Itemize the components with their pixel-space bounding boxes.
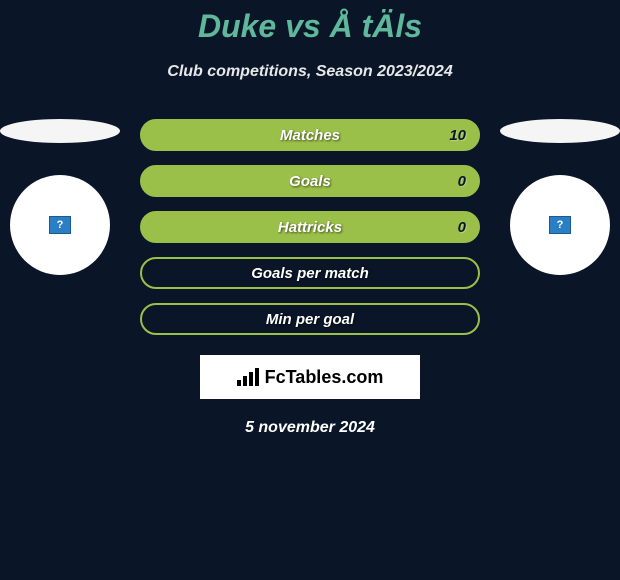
brand-text: FcTables.com [265, 367, 384, 388]
chart-icon [237, 368, 259, 386]
page-title: Duke vs Å tÄls [198, 8, 422, 45]
stat-label: Hattricks [278, 219, 342, 236]
stat-label: Min per goal [266, 311, 354, 328]
left-player-name-pill [0, 119, 120, 143]
stat-value: 0 [458, 219, 466, 236]
footer-date: 5 november 2024 [245, 419, 375, 437]
question-icon: ? [49, 216, 71, 234]
right-player-avatar: ? [510, 175, 610, 275]
right-player-col: ? [500, 119, 620, 275]
stat-row-hattricks: Hattricks 0 [140, 211, 480, 243]
stat-value: 10 [449, 127, 466, 144]
left-player-avatar: ? [10, 175, 110, 275]
stat-value: 0 [458, 173, 466, 190]
stat-row-min-per-goal: Min per goal [140, 303, 480, 335]
question-icon: ? [549, 216, 571, 234]
stat-label: Goals per match [251, 265, 369, 282]
stat-row-matches: Matches 10 [140, 119, 480, 151]
brand-box[interactable]: FcTables.com [200, 355, 420, 399]
main-container: Duke vs Å tÄls Club competitions, Season… [0, 0, 620, 437]
stat-row-goals: Goals 0 [140, 165, 480, 197]
stats-column: Matches 10 Goals 0 Hattricks 0 Goals per… [140, 119, 480, 335]
right-player-name-pill [500, 119, 620, 143]
stat-row-goals-per-match: Goals per match [140, 257, 480, 289]
stat-label: Goals [289, 173, 331, 190]
left-player-col: ? [0, 119, 120, 275]
stat-label: Matches [280, 127, 340, 144]
page-subtitle: Club competitions, Season 2023/2024 [167, 63, 452, 81]
content-row: ? Matches 10 Goals 0 Hattricks 0 Goals p… [0, 119, 620, 335]
